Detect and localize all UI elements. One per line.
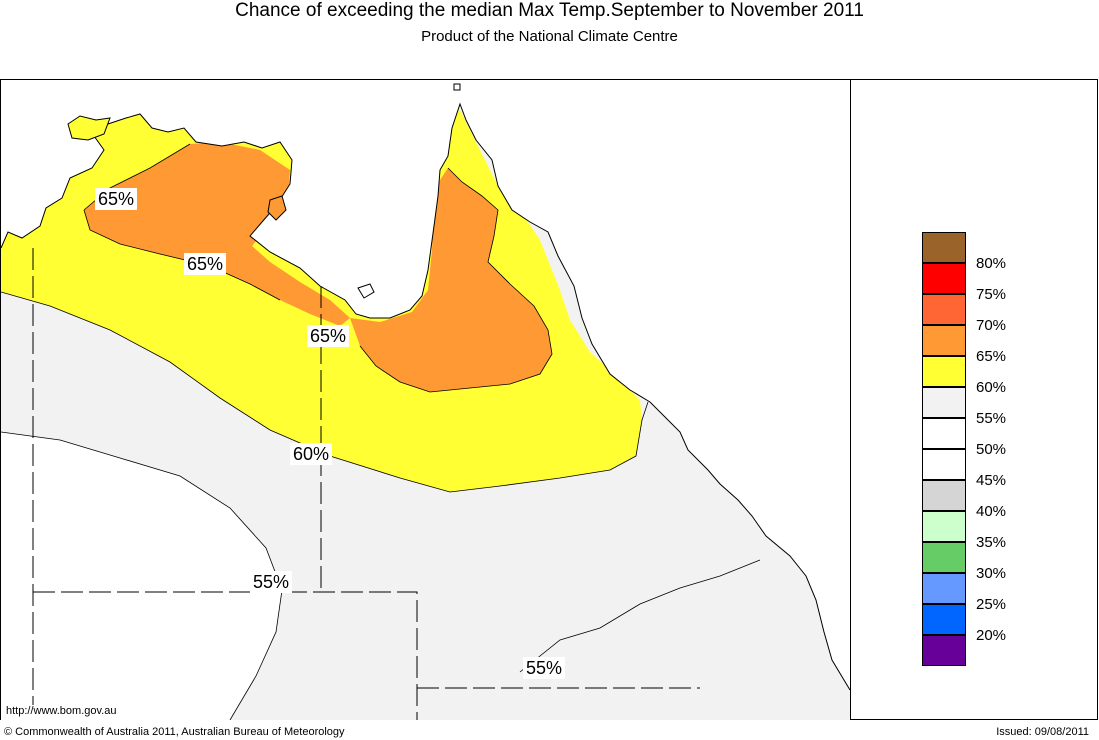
- legend-label: 55%: [976, 410, 1007, 427]
- legend-swatch: [922, 387, 966, 418]
- legend-swatch: [922, 511, 966, 542]
- legend-label: 40%: [976, 503, 1007, 520]
- contour-label-65-b: 65%: [184, 253, 227, 275]
- legend-label: 75%: [976, 286, 1007, 303]
- legend-label: 30%: [976, 565, 1007, 582]
- legend-swatch: [922, 418, 966, 449]
- contour-label-60: 60%: [290, 443, 333, 465]
- legend-swatch: [922, 232, 966, 263]
- legend-swatch: [922, 449, 966, 480]
- legend-label: 60%: [976, 379, 1007, 396]
- legend-swatch: [922, 573, 966, 604]
- contour-label-65-a: 65%: [95, 188, 138, 210]
- legend-label: 50%: [976, 441, 1007, 458]
- legend-swatch: [922, 542, 966, 573]
- legend-label: 20%: [976, 627, 1007, 644]
- contour-label-55-a: 55%: [250, 571, 293, 593]
- legend-label: 80%: [976, 255, 1007, 272]
- website-url: http://www.bom.gov.au: [6, 705, 117, 718]
- legend-swatch: [922, 356, 966, 387]
- legend-swatch: [922, 263, 966, 294]
- legend-label: 25%: [976, 596, 1007, 613]
- legend-swatch: [922, 635, 966, 666]
- map-subtitle: Product of the National Climate Centre: [421, 28, 678, 45]
- contour-label-65-c: 65%: [307, 325, 350, 347]
- legend-swatch: [922, 325, 966, 356]
- legend-swatch: [922, 604, 966, 635]
- issued-date: Issued: 09/08/2011: [996, 726, 1089, 738]
- probability-map: [1, 80, 850, 720]
- copyright-notice: © Commonwealth of Australia 2011, Austra…: [4, 726, 345, 738]
- legend-swatch: [922, 480, 966, 511]
- legend-swatch: [922, 294, 966, 325]
- legend-label: 45%: [976, 472, 1007, 489]
- legend-label: 35%: [976, 534, 1007, 551]
- legend-divider: [850, 79, 851, 720]
- legend-label: 65%: [976, 348, 1007, 365]
- contour-label-55-b: 55%: [523, 657, 566, 679]
- legend-label: 70%: [976, 317, 1007, 334]
- map-title: Chance of exceeding the median Max Temp.…: [235, 0, 864, 21]
